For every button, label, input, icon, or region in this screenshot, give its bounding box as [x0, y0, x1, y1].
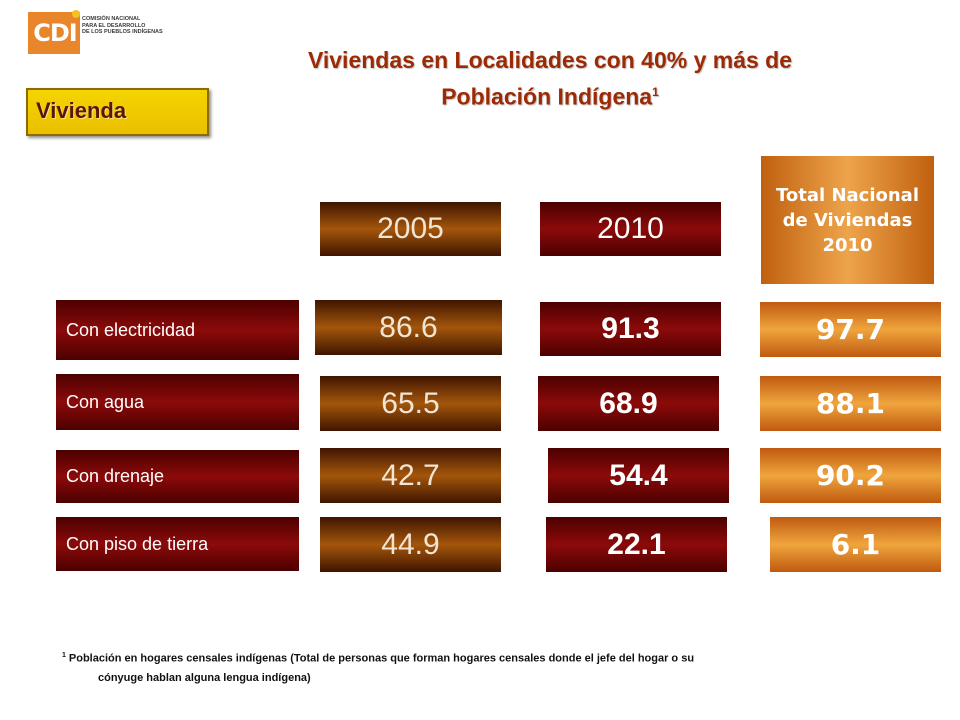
row-label-agua: Con agua	[56, 374, 299, 430]
slide-title: Viviendas en Localidades con 40% y más d…	[230, 44, 870, 113]
footnote-marker: 1	[62, 652, 66, 659]
value-2010-electricidad: 91.3	[540, 302, 721, 356]
row-label-drenaje: Con drenaje	[56, 450, 299, 503]
logo-org-name: COMISIÓN NACIONAL PARA EL DESARROLLO DE …	[82, 16, 202, 36]
header-total-line: Total Nacional	[776, 184, 919, 206]
row-label-electricidad: Con electricidad	[56, 300, 299, 360]
value-total-drenaje: 90.2	[760, 448, 941, 503]
header-2005: 2005	[320, 202, 501, 256]
value-2005-agua: 65.5	[320, 376, 501, 431]
header-total-nacional: Total Nacional de Viviendas 2010	[761, 156, 934, 284]
value-2010-drenaje: 54.4	[548, 448, 729, 503]
header-total-line: 2010	[822, 234, 873, 256]
value-2005-piso-de-tierra: 44.9	[320, 517, 501, 572]
footnote: 1 Población en hogares censales indígenas…	[62, 646, 842, 688]
logo-mark	[28, 12, 80, 54]
title-line-2: Población Indígena1	[441, 83, 659, 110]
value-total-agua: 88.1	[760, 376, 941, 431]
logo-org-line: DE LOS PUEBLOS INDÍGENAS	[82, 29, 163, 35]
logo-org-line: COMISIÓN NACIONAL	[82, 16, 141, 22]
header-total-line: de Viviendas	[782, 209, 913, 231]
footnote-line-2: cónyuge hablan alguna lengua indígena)	[98, 671, 311, 684]
value-total-piso-de-tierra: 6.1	[770, 517, 941, 572]
section-tag	[26, 88, 209, 136]
value-total-electricidad: 97.7	[760, 302, 941, 357]
logo-org-line: PARA EL DESARROLLO	[82, 22, 146, 29]
section-tag-label: Vivienda	[36, 98, 127, 123]
logo-letters: CDI	[33, 19, 77, 47]
value-2010-piso-de-tierra: 22.1	[546, 517, 727, 572]
title-footnote-marker: 1	[652, 85, 659, 99]
header-2010: 2010	[540, 202, 721, 256]
title-line-1: Viviendas en Localidades con 40% y más d…	[307, 47, 793, 73]
value-2005-drenaje: 42.7	[320, 448, 501, 503]
row-label-piso-de-tierra: Con piso de tierra	[56, 517, 299, 571]
footnote-line-1: 1 Población en hogares censales indígenas…	[62, 652, 695, 665]
value-2010-agua: 68.9	[538, 376, 719, 431]
logo-dot	[72, 10, 80, 18]
value-2005-electricidad: 86.6	[315, 300, 502, 355]
